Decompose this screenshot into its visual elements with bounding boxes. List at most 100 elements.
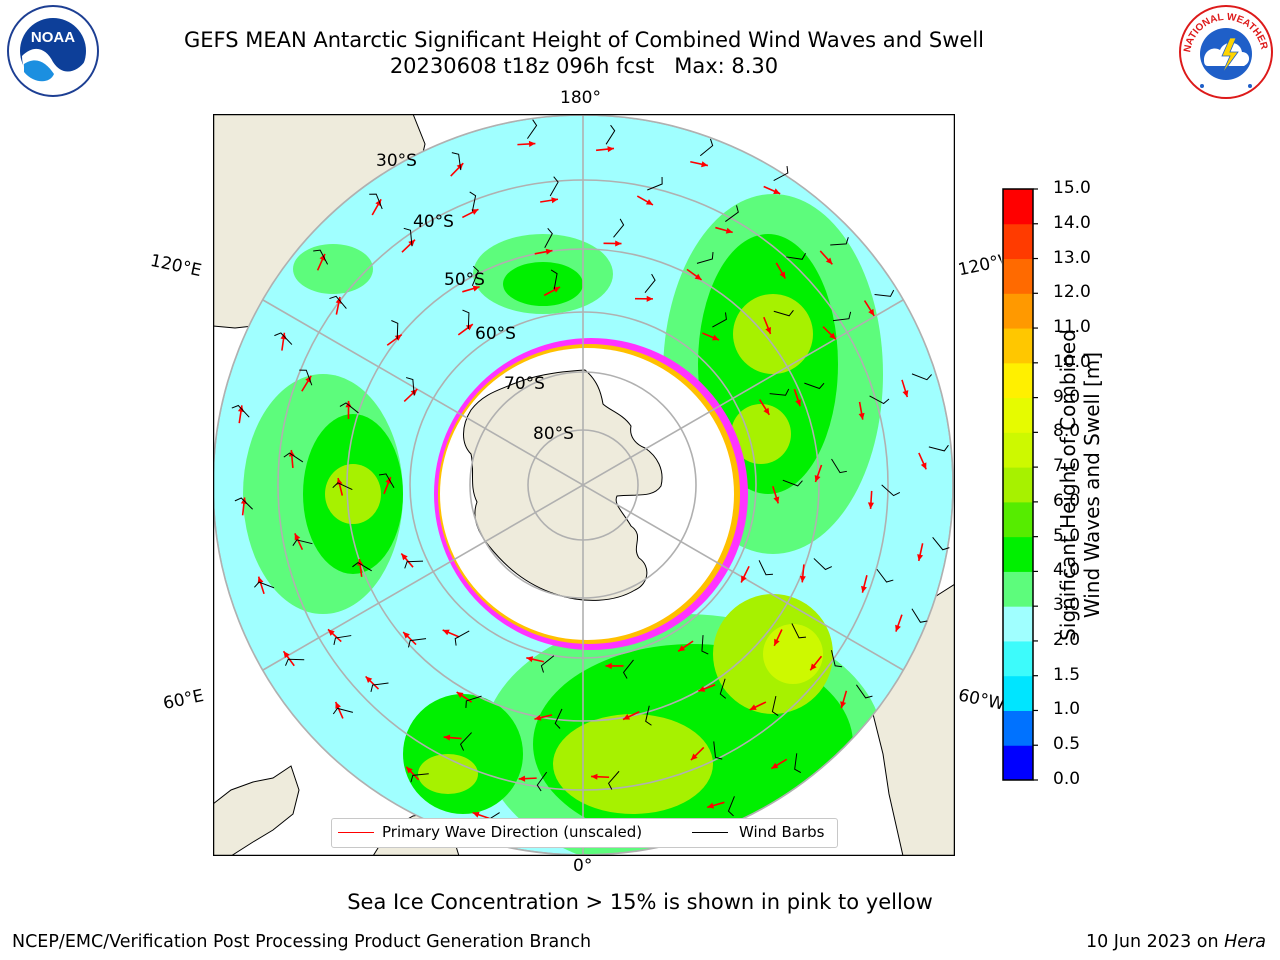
wave-arrow-head bbox=[545, 248, 553, 255]
wind-barb bbox=[727, 796, 735, 817]
wind-barb bbox=[881, 484, 901, 497]
wave-arrow-head bbox=[335, 296, 342, 304]
wind-barb bbox=[701, 635, 709, 655]
wind-barb bbox=[540, 655, 555, 673]
colorbar-tick-label: 9.0 bbox=[1053, 386, 1081, 407]
wave-arrow-head bbox=[615, 240, 622, 247]
lon-label-60w: 60°W bbox=[956, 685, 1006, 715]
colorbar-tick-label: 1.5 bbox=[1053, 664, 1081, 685]
wave-arrow-head bbox=[858, 412, 865, 420]
wind-barb bbox=[299, 369, 313, 386]
wind-barb bbox=[645, 705, 652, 726]
noaa-logo-text: NOAA bbox=[31, 29, 75, 46]
colorbar-tick-label: 6.0 bbox=[1053, 490, 1081, 511]
wave-arrow-head bbox=[799, 575, 806, 583]
wave-arrow-head bbox=[403, 632, 410, 639]
wind-barb bbox=[332, 482, 353, 491]
colorbar-label-line1: Significant Height of Combined bbox=[1056, 329, 1080, 641]
noaa-logo: NOAA bbox=[7, 5, 99, 97]
colorbar-cell bbox=[1003, 223, 1033, 260]
wind-barb bbox=[370, 682, 389, 692]
colorbar-tick-label: 3.0 bbox=[1053, 595, 1081, 616]
wind-barb bbox=[932, 537, 950, 551]
wave-arrow-head bbox=[773, 188, 781, 194]
wind-barb bbox=[786, 252, 807, 260]
wind-barb bbox=[332, 707, 354, 715]
colorbar-cell bbox=[1003, 328, 1033, 364]
wind-barb bbox=[471, 265, 479, 287]
wind-barb bbox=[607, 770, 620, 790]
wind-barb bbox=[771, 695, 779, 716]
wave-arrow-head bbox=[701, 161, 708, 168]
wind-barb bbox=[333, 635, 352, 645]
wave-arrow-head bbox=[283, 651, 290, 659]
wind-barb bbox=[379, 473, 395, 489]
colorbar-tick-label: 14.0 bbox=[1053, 212, 1091, 233]
wind-barb bbox=[469, 191, 477, 212]
wave-arrow-head bbox=[335, 701, 341, 709]
wind-barb bbox=[465, 695, 482, 708]
wave-arrow-head bbox=[765, 326, 771, 334]
wind-barb bbox=[407, 638, 427, 648]
wave-arrow-head bbox=[518, 775, 526, 782]
wave-arrow-head bbox=[472, 285, 480, 292]
wind-barb bbox=[758, 560, 773, 576]
colorbar-cell bbox=[1003, 675, 1033, 711]
wave-arrow-head bbox=[305, 375, 312, 383]
wave-arrow-head bbox=[749, 704, 757, 710]
wind-barb bbox=[644, 273, 656, 293]
wind-barb bbox=[459, 732, 472, 751]
colorbar-cell bbox=[1003, 467, 1033, 503]
wave-arrow-head bbox=[375, 199, 382, 207]
wave-arrow-head bbox=[774, 638, 780, 646]
lat-label-70s: 70°S bbox=[504, 374, 545, 394]
colorbar-cell bbox=[1003, 189, 1033, 225]
wave-arrow-head bbox=[829, 332, 836, 340]
wave-arrow-head bbox=[406, 766, 413, 774]
wave-arrow-head bbox=[917, 554, 924, 561]
wind-barb bbox=[831, 458, 847, 474]
wave-arrow-head bbox=[868, 308, 875, 316]
wind-barb bbox=[874, 289, 895, 297]
wave-arrow-head bbox=[401, 553, 408, 561]
colorbar-cell bbox=[1003, 258, 1033, 294]
wave-arrow-head bbox=[795, 399, 802, 407]
wind-barb bbox=[813, 558, 833, 571]
wave-arrow-head bbox=[694, 273, 702, 280]
wind-barb bbox=[869, 395, 890, 405]
colorbar-cell bbox=[1003, 745, 1033, 781]
wind-barb bbox=[832, 311, 852, 322]
lat-label-60s: 60°S bbox=[475, 324, 516, 344]
wave-arrow-head bbox=[534, 714, 542, 721]
colorbar-cell bbox=[1003, 397, 1033, 433]
colorbar-cell bbox=[1003, 571, 1033, 607]
wind-barb bbox=[719, 678, 727, 699]
wave-arrow-head bbox=[623, 714, 631, 720]
wind-barb bbox=[804, 382, 825, 390]
wave-arrow-head bbox=[814, 475, 821, 482]
wind-barb bbox=[696, 252, 714, 264]
colorbar-tick-label: 4.0 bbox=[1053, 560, 1081, 581]
colorbar-tick-label: 2.0 bbox=[1053, 629, 1081, 650]
wind-barb bbox=[404, 560, 424, 569]
wave-arrow-head bbox=[771, 762, 779, 769]
wind-barb bbox=[234, 497, 253, 510]
lat-label-30s: 30°S bbox=[376, 151, 417, 171]
wind-barb bbox=[713, 741, 723, 760]
wind-barb bbox=[769, 388, 790, 396]
wave-arrow-head bbox=[357, 558, 364, 566]
wave-arrow-head bbox=[465, 324, 473, 331]
wave-arrow-head bbox=[895, 624, 901, 632]
wave-arrow-head bbox=[902, 390, 909, 398]
wind-barb bbox=[536, 771, 548, 792]
colorbar-cell bbox=[1003, 362, 1033, 399]
polar-map bbox=[213, 114, 955, 856]
colorbar-tick-label: 12.0 bbox=[1053, 282, 1091, 303]
wave-arrow-head bbox=[442, 629, 450, 636]
wave-arrow-head bbox=[288, 449, 295, 457]
wind-barb bbox=[699, 138, 714, 157]
wave-arrow-head bbox=[551, 197, 558, 204]
legend-label-wave-direction: Primary Wave Direction (unscaled) bbox=[382, 823, 643, 841]
wind-barb bbox=[451, 152, 462, 171]
wind-barb bbox=[274, 332, 293, 345]
